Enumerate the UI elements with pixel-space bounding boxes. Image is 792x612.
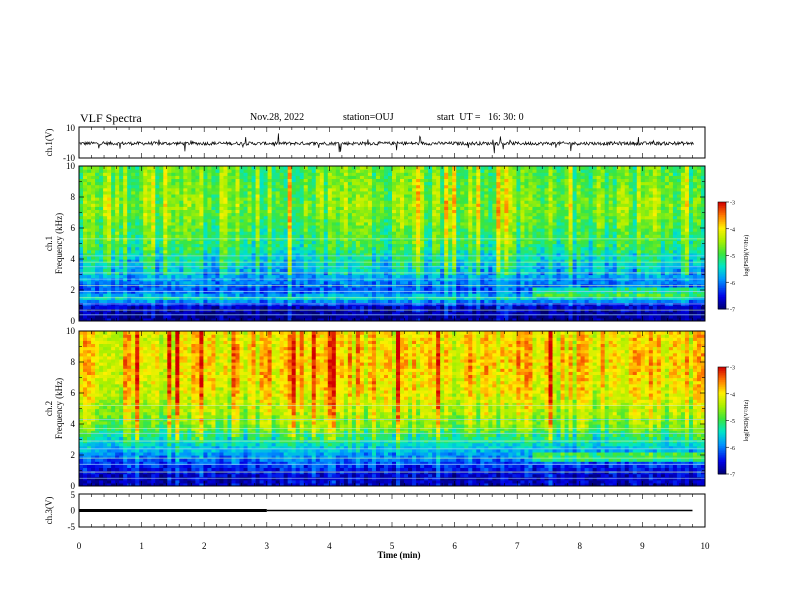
date-label: Nov.28, 2022 [250, 112, 305, 123]
y-tick-label: 2 [71, 285, 76, 295]
colorbar-tick-label: -7 [730, 473, 735, 479]
colorbar-tick-label: -5 [730, 254, 735, 260]
y-tick-label: -10 [63, 153, 75, 163]
y-tick-label: 4 [71, 419, 76, 429]
colorbar-tick-label: -6 [730, 281, 735, 287]
y-axis-label: ch.1(V) [44, 129, 54, 157]
y-tick-label: -5 [68, 522, 76, 532]
ch1-spectrogram [78, 165, 706, 322]
x-tick-label: 0 [77, 541, 82, 551]
y-tick-label: 6 [71, 388, 76, 398]
y-tick-label: 0 [71, 481, 76, 491]
x-tick-label: 2 [202, 541, 207, 551]
y-tick-label: 4 [71, 254, 76, 264]
y-tick-label: 6 [71, 223, 76, 233]
colorbar-tick-label: -6 [730, 446, 735, 452]
y-axis-label: ch.2 [44, 401, 54, 416]
y-tick-label: 10 [66, 161, 76, 171]
y-tick-label: 8 [71, 357, 76, 367]
x-tick-label: 10 [701, 541, 711, 551]
y-tick-label: 8 [71, 192, 76, 202]
colorbar-tick-label: -3 [730, 201, 735, 207]
x-tick-label: 4 [327, 541, 332, 551]
y-tick-label: 0 [71, 506, 76, 516]
figure-title: VLF Spectra [80, 111, 142, 125]
colorbar-tick-label: -3 [730, 366, 735, 372]
ch1-trace [78, 133, 695, 154]
y-axis-label: Frequency (kHz) [54, 213, 64, 274]
colorbar: -3 -4 -5 -6 -7 log(PSD)(V²/Hz) [717, 201, 750, 314]
colorbar-label: log(PSD)(V²/Hz) [743, 400, 750, 441]
x-axis-label: Time (min) [377, 550, 420, 560]
y-axis-label: Frequency (kHz) [54, 378, 64, 439]
colorbar-tick-label: -4 [730, 227, 735, 233]
y-tick-label: 10 [66, 326, 76, 336]
colorbar-tick-label: -5 [730, 419, 735, 425]
y-tick-label: 10 [66, 123, 76, 133]
y-tick-label: 2 [71, 450, 76, 460]
x-tick-label: 8 [578, 541, 583, 551]
station-label: station=OUJ [343, 112, 394, 123]
x-tick-label: 1 [139, 541, 144, 551]
ch3-waveform [78, 493, 706, 528]
colorbar: -3 -4 -5 -6 -7 log(PSD)(V²/Hz) [717, 366, 750, 479]
x-tick-label: 9 [640, 541, 645, 551]
colorbar-tick-label: -7 [730, 308, 735, 314]
y-tick-label: 0 [71, 316, 76, 326]
x-tick-label: 6 [452, 541, 457, 551]
x-tick-label: 5 [390, 541, 395, 551]
y-axis-label: ch.3(V) [44, 497, 54, 525]
colorbar-label: log(PSD)(V²/Hz) [743, 235, 750, 276]
ch2-spectrogram [78, 330, 706, 487]
y-tick-label: 5 [71, 490, 76, 500]
colorbar-tick-label: -4 [730, 392, 735, 398]
x-tick-label: 3 [265, 541, 270, 551]
y-axis-label: ch.1 [44, 236, 54, 251]
start-time-label: start UT = 16: 30: 0 [437, 112, 524, 123]
x-tick-label: 7 [515, 541, 520, 551]
